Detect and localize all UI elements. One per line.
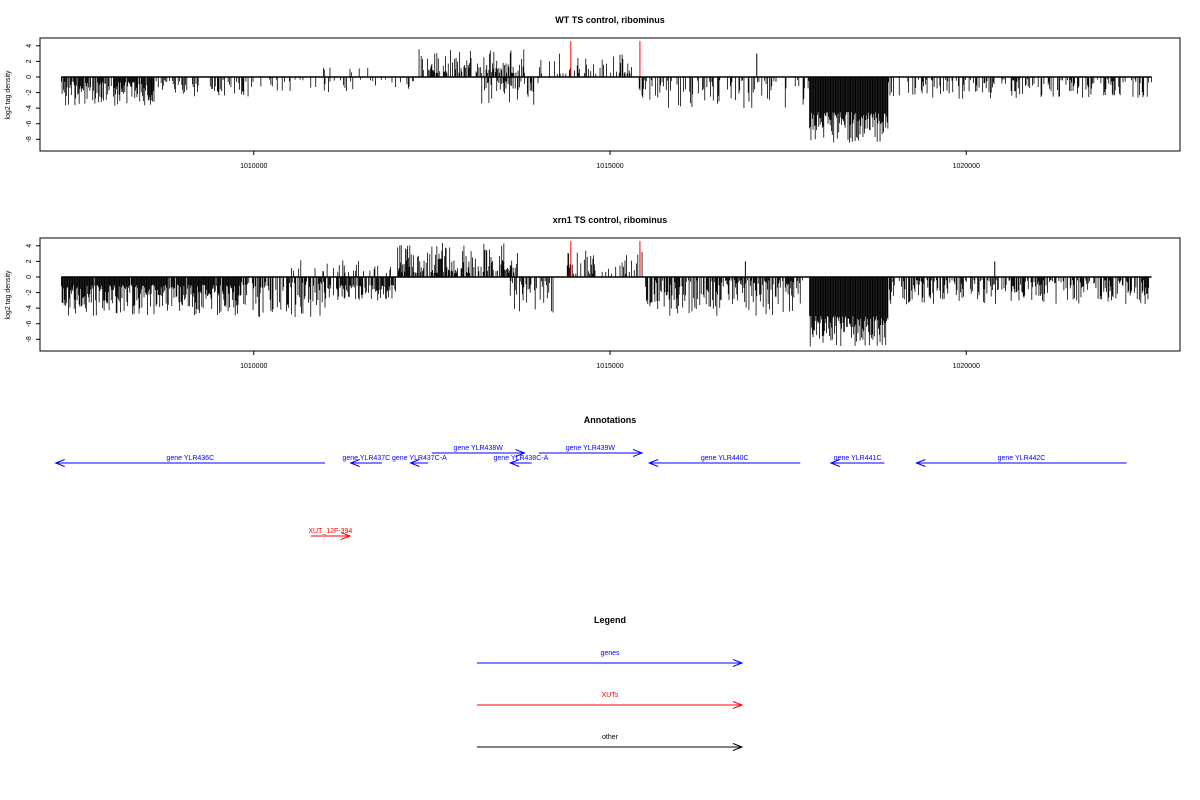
xrn1-red-markers xyxy=(570,241,641,277)
y-tick-label: 0 xyxy=(26,275,33,279)
y-tick-label: -4 xyxy=(26,305,33,311)
feature-label: XUT_12F-394 xyxy=(308,528,352,535)
feature-arrow xyxy=(310,532,352,540)
y-tick-label: 2 xyxy=(26,59,33,63)
wt-density-bars xyxy=(60,49,1152,143)
feature-arrow xyxy=(647,459,801,467)
x-tick-label: 1020000 xyxy=(953,163,980,170)
annotations-panel: Annotations gene YLR436C gene YLR437C gene… xyxy=(54,415,1127,540)
wt-y-axis-label: log2 tag density xyxy=(5,70,12,120)
legend-label: other xyxy=(602,734,619,741)
annotation-features: gene YLR436C gene YLR437C gene YLR437C-A ge… xyxy=(54,445,1127,540)
legend-entries: genes XUTs other xyxy=(477,650,744,751)
xrn1-y-axis: 4 2 0 -2 -4 -6 -8 xyxy=(26,244,40,342)
x-tick-label: 1020000 xyxy=(953,363,980,370)
legend-title: Legend xyxy=(594,615,626,625)
y-tick-label: -8 xyxy=(26,136,33,142)
y-tick-label: 4 xyxy=(26,44,33,48)
y-tick-label: 0 xyxy=(26,75,33,79)
xrn1-panel-title: xrn1 TS control, ribominus xyxy=(553,215,668,225)
feature-label: gene YLR439W xyxy=(566,445,616,452)
wt-x-axis: 1010000 1015000 1020000 xyxy=(240,151,980,170)
y-tick-label: 4 xyxy=(26,244,33,248)
legend-panel: Legend genes XUTs other xyxy=(477,615,744,751)
xrn1-x-axis: 1010000 1015000 1020000 xyxy=(240,351,980,370)
y-tick-label: -4 xyxy=(26,105,33,111)
feature-arrow xyxy=(431,449,526,457)
wt-density-panel: WT TS control, ribominus log2 tag densit… xyxy=(5,15,1181,170)
x-tick-label: 1010000 xyxy=(240,163,267,170)
y-tick-label: -8 xyxy=(26,336,33,342)
feature-label: gene YLR440C xyxy=(701,455,749,462)
xrn1-density-bars xyxy=(60,242,1150,347)
feature-label: gene YLR441C xyxy=(834,455,882,462)
y-tick-label: -2 xyxy=(26,289,33,295)
y-tick-label: -6 xyxy=(26,121,33,127)
wt-plot-frame xyxy=(39,37,1181,152)
x-tick-label: 1015000 xyxy=(596,163,623,170)
legend-label: XUTs xyxy=(602,692,619,699)
feature-label: gene YLR437C xyxy=(342,455,390,462)
feature-arrow xyxy=(538,449,644,457)
feature-label: gene YLR438W xyxy=(454,445,504,452)
x-tick-label: 1010000 xyxy=(240,363,267,370)
legend-arrow xyxy=(477,743,744,751)
wt-panel-title: WT TS control, ribominus xyxy=(555,15,665,25)
xrn1-density-panel: xrn1 TS control, ribominus log2 tag dens… xyxy=(5,215,1181,370)
feature-arrow xyxy=(914,459,1127,467)
y-tick-label: -6 xyxy=(26,321,33,327)
annotations-title: Annotations xyxy=(584,415,637,425)
legend-label: genes xyxy=(600,650,620,657)
feature-label: gene YLR442C xyxy=(998,455,1046,462)
wt-y-axis: 4 2 0 -2 -4 -6 -8 xyxy=(26,44,40,142)
feature-label: gene YLR436C xyxy=(166,455,214,462)
xrn1-y-axis-label: log2 tag density xyxy=(5,270,12,320)
legend-arrow xyxy=(477,659,744,667)
y-tick-label: 2 xyxy=(26,259,33,263)
legend-arrow xyxy=(477,701,744,709)
feature-label: gene YLR438C-A xyxy=(494,455,549,462)
wt-red-markers xyxy=(570,41,641,77)
feature-arrow xyxy=(54,459,325,467)
y-tick-label: -2 xyxy=(26,89,33,95)
feature-arrow xyxy=(409,459,429,467)
feature-arrow xyxy=(508,459,532,467)
x-tick-label: 1015000 xyxy=(596,363,623,370)
feature-arrow xyxy=(829,459,885,467)
feature-arrow xyxy=(349,459,382,467)
feature-label: gene YLR437C-A xyxy=(392,455,447,462)
